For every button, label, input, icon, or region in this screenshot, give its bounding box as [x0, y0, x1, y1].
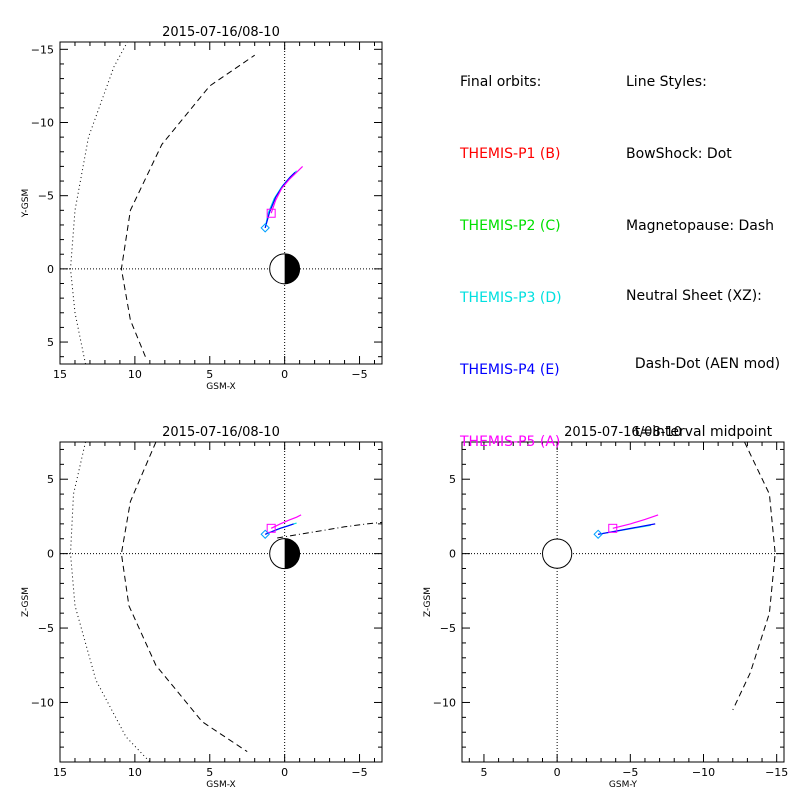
y-axis-label: Z-GSM	[423, 587, 433, 617]
x-tick-label: 5	[206, 766, 213, 779]
x-tick-label: −10	[692, 766, 715, 779]
magnetopause-line	[120, 54, 255, 357]
orbit-themis-p5-a	[270, 514, 302, 529]
plot-area	[60, 42, 382, 364]
y-tick-label: 0	[47, 548, 54, 561]
axes-frame	[461, 441, 785, 763]
y-tick-label: −5	[440, 622, 456, 635]
y-tick-label: 5	[449, 473, 456, 486]
y-tick-label: 0	[47, 263, 54, 276]
legend-item-p1: THEMIS-P1 (B)	[460, 146, 561, 162]
panel-xy: 15 10 5 0 −5 5 0 −5 −10 −15 GSM-X Y-GSM 2015-07-16/0…	[21, 25, 383, 392]
axes-frame	[59, 41, 383, 365]
x-tick-label: 10	[128, 766, 142, 779]
x-tick-label: 5	[480, 766, 487, 779]
legend-style-bowshock: BowShock: Dot	[626, 146, 732, 162]
orbit-themis-p3-d	[264, 170, 298, 229]
legend-styles-heading: Line Styles:	[626, 74, 707, 90]
x-tick-label: −15	[765, 766, 788, 779]
x-axis-label: GSM-X	[206, 382, 235, 392]
earth	[542, 538, 573, 569]
legend-style-dash-dot: Dash-Dot (AEN mod)	[626, 356, 781, 372]
legend-style-neutral-sheet: Neutral Sheet (XZ):	[626, 288, 762, 304]
marker-diamond	[260, 223, 270, 233]
legend-orbits-heading: Final orbits:	[460, 74, 542, 90]
y-tick-label: −10	[31, 117, 54, 130]
panel-title: 2015-07-16/08-10	[162, 25, 280, 40]
orbit-themis-p5-a	[612, 514, 659, 529]
y-tick-label: 5	[47, 336, 54, 349]
y-tick-label: −10	[31, 696, 54, 709]
y-tick-label: −15	[31, 43, 54, 56]
y-tick-label: −5	[38, 622, 54, 635]
x-tick-label: 5	[206, 368, 213, 381]
orbit-themis-p4-e	[597, 523, 656, 535]
y-axis-label: Z-GSM	[21, 587, 31, 617]
axes-frame	[59, 441, 383, 763]
neutral-sheet-line	[277, 521, 382, 539]
x-tick-label: −5	[351, 368, 367, 381]
y-tick-label: −5	[38, 190, 54, 203]
x-tick-label: 10	[128, 368, 142, 381]
magnetopause-line	[120, 442, 248, 753]
legend-item-p3: THEMIS-P3 (D)	[460, 290, 562, 306]
x-tick-label: 15	[53, 368, 67, 381]
bowshock-line	[69, 442, 151, 762]
earth-night-side	[284, 253, 300, 284]
x-tick-label: −5	[351, 766, 367, 779]
x-tick-label: −5	[622, 766, 638, 779]
marker-diamond	[260, 529, 270, 539]
panel-xz: 15 10 5 0 −5 5 0 −5 −10 GSM-X Z-GSM 2015-07-16/08-1…	[21, 425, 383, 790]
x-axis-label: GSM-Y	[609, 780, 638, 790]
x-tick-label: 0	[281, 368, 288, 381]
marker-diamond	[593, 529, 603, 539]
legend-orbits: Final orbits: THEMIS-P1 (B) THEMIS-P2 (C…	[460, 22, 562, 478]
x-tick-label: 15	[53, 766, 67, 779]
panel-title: 2015-07-16/08-10	[162, 425, 280, 440]
orbit-themis-p4-e	[264, 171, 296, 229]
marker-square	[266, 523, 276, 533]
legend-style-magnetopause: Magnetopause: Dash	[626, 218, 775, 234]
x-tick-label: 0	[554, 766, 561, 779]
marker-square	[266, 208, 276, 218]
legend-item-p5: THEMIS-P5 (A)	[460, 434, 561, 450]
legend-line-styles: Line Styles: BowShock: Dot Magnetopause:…	[626, 22, 780, 466]
orbit-themis-p5-a	[270, 165, 304, 214]
magnetopause-line	[732, 442, 776, 711]
legend-item-p4: THEMIS-P4 (E)	[460, 362, 560, 378]
y-tick-label: −10	[433, 696, 456, 709]
legend-item-p2: THEMIS-P2 (C)	[460, 218, 561, 234]
panel-yz: 5 0 −5 −10 −15 5 0 −5 −10 GSM-Y Z-GSM 2015-07-16/08…	[423, 425, 788, 790]
x-axis-label: GSM-X	[206, 780, 235, 790]
plot-area	[462, 442, 784, 762]
x-tick-label: 0	[281, 766, 288, 779]
y-axis-label: Y-GSM	[21, 189, 31, 218]
legend-style-midpoint: t=interval midpoint	[626, 424, 773, 440]
plot-area	[60, 442, 382, 762]
marker-square	[608, 523, 618, 533]
y-tick-label: 5	[47, 473, 54, 486]
panel-title: 2015-07-16/08-10	[564, 425, 682, 440]
y-tick-label: 0	[449, 548, 456, 561]
earth-night-side	[284, 538, 300, 569]
bowshock-line	[69, 42, 128, 364]
